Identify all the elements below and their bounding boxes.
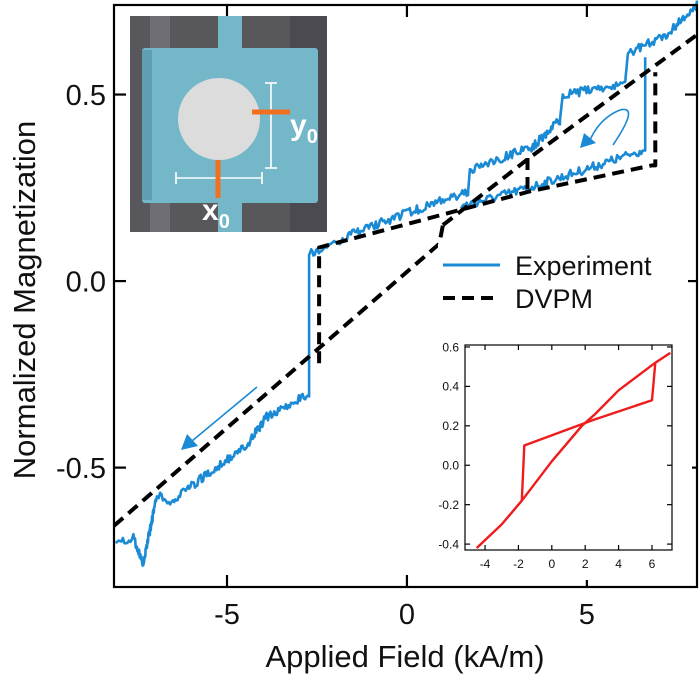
sweep-arrows [181, 108, 630, 450]
inset-background [437, 330, 692, 580]
legend-label-dvpm: DVPM [515, 284, 593, 314]
photo-pad-edge [142, 50, 152, 200]
inset-x-tick-label: 2 [582, 557, 589, 571]
arrow-down-left [191, 386, 258, 442]
inset-x-tick-label: -4 [480, 557, 491, 571]
curved-arrow-down-left [589, 108, 630, 146]
inset-y-tick-label: -0.4 [438, 537, 459, 551]
scale-bars [175, 82, 277, 184]
inset-y-tick-label: -0.2 [438, 498, 459, 512]
inset-x-tick-label: 4 [615, 557, 622, 571]
main-frame [112, 3, 699, 589]
legend: Experiment DVPM [438, 244, 688, 316]
experiment-curve-segment [459, 57, 647, 210]
model-inset-plot: -4 -2 0 2 4 6 -0.4 -0.2 0.0 0.2 0.4 0.6 [437, 330, 692, 580]
legend-background [438, 244, 688, 316]
experiment-curve-segment [115, 0, 699, 567]
inset-x-tick-label: -2 [513, 557, 524, 571]
main-y-tick-label: -0.5 [56, 453, 106, 485]
y-axis-label: Normalized Magnetization [7, 121, 42, 479]
x-axis-label: Applied Field (kA/m) [265, 639, 544, 674]
dvpm-curve-segment [112, 224, 445, 528]
legend-label-experiment: Experiment [515, 251, 652, 281]
inset-y-tick-label: 0.6 [442, 340, 459, 354]
dvpm-curve-segment [317, 72, 658, 364]
arrow-head [181, 434, 198, 450]
model-curve-segment [520, 362, 657, 501]
model-curve-segment [475, 351, 671, 549]
curved-arrow-head [580, 133, 596, 148]
inset-x-tick-label: 0 [548, 557, 555, 571]
y0-label: y0 [290, 109, 318, 148]
main-x-tick-label: 0 [399, 599, 415, 631]
main-y-tick-label: 0.5 [66, 80, 106, 112]
main-x-tick-label: 5 [579, 599, 595, 631]
inset-y-tick-label: 0.2 [442, 419, 459, 433]
x0-label: x0 [202, 194, 230, 233]
sample-photo-inset: x0 y0 [130, 16, 327, 233]
main-y-tick-label: 0.0 [66, 267, 106, 299]
inset-x-tick-label: 6 [649, 557, 656, 571]
main-x-tick-label: -5 [214, 599, 240, 631]
photo-lead-bottom [218, 200, 242, 232]
inset-y-tick-label: 0.0 [442, 459, 459, 473]
inset-y-tick-label: 0.4 [442, 380, 459, 394]
dvpm-curve-segment [441, 33, 699, 227]
photo-disk [178, 78, 260, 160]
main-plot-area: -5 0 5 -0.5 0.0 0.5 [56, 0, 699, 631]
inset-frame [464, 344, 673, 551]
